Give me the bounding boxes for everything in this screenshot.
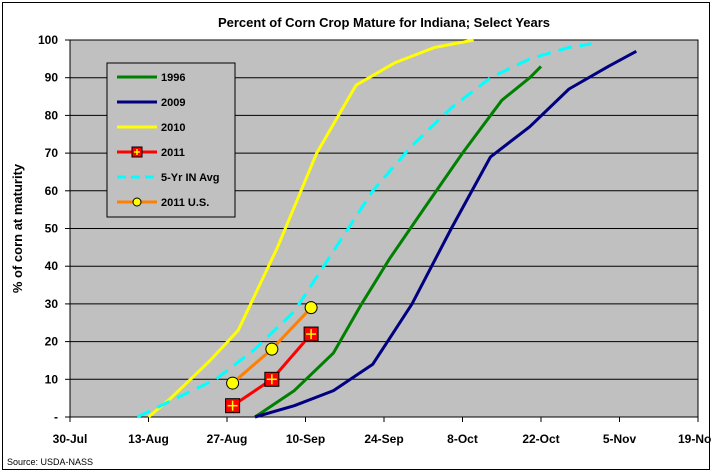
legend-item-2011-u-s: 2011 U.S. — [117, 197, 209, 209]
legend-label: 5-Yr IN Avg — [161, 172, 219, 184]
data-point-2011-u-s — [304, 301, 318, 315]
x-tick-label: 24-Sep — [364, 432, 403, 446]
data-point-2011 — [264, 371, 280, 387]
series-line-5-yr-in-avg — [136, 42, 592, 419]
y-tick-label: 20 — [45, 335, 59, 349]
data-point-2011 — [303, 326, 319, 342]
x-tick-label: 30-Jul — [53, 432, 88, 446]
y-tick-label: 90 — [45, 71, 59, 85]
x-tick-label: 5-Nov — [603, 432, 637, 446]
x-tick-label: 27-Aug — [207, 432, 248, 446]
x-tick-label: 8-Oct — [447, 432, 478, 446]
x-tick-label: 22-Oct — [522, 432, 559, 446]
legend-marker — [132, 197, 142, 207]
axes: - 10 20 30 40 50 60 70 80 90 100 30-Jul 13-Aug 27-Aug… — [38, 33, 711, 446]
y-tick-label: 40 — [45, 259, 59, 273]
legend: 1996 2009 2010 2011 5-Yr IN Avg 2011 U.S. — [106, 62, 236, 218]
legend-label: 2010 — [161, 122, 185, 134]
series-line-2009 — [254, 49, 638, 419]
series-line-1996 — [254, 65, 543, 419]
data-point-2011 — [225, 398, 241, 414]
y-tick-label: 30 — [45, 297, 59, 311]
legend-marker — [131, 146, 143, 158]
legend-item-2010: 2010 — [117, 122, 185, 134]
y-tick-label: 60 — [45, 184, 59, 198]
legend-item-2011: 2011 — [117, 146, 185, 159]
data-point-2011-u-s — [226, 376, 240, 390]
legend-box — [106, 62, 236, 218]
series-markers — [225, 301, 319, 414]
y-tick-label: 10 — [45, 372, 59, 386]
legend-item-5-yr-in-avg: 5-Yr IN Avg — [117, 172, 219, 184]
chart-svg: - 10 20 30 40 50 60 70 80 90 100 30-Jul 13-Aug 27-Aug… — [7, 15, 711, 467]
y-tick-label: 70 — [45, 146, 59, 160]
legend-label: 2009 — [161, 97, 185, 109]
y-tick-label: 50 — [45, 222, 59, 236]
legend-item-1996: 1996 — [117, 72, 185, 84]
y-tick-label: - — [54, 410, 58, 424]
y-axis-title: % of corn at maturity — [10, 163, 25, 293]
x-tick-label: 13-Aug — [128, 432, 169, 446]
source-note: Source: USDA-NASS — [7, 457, 93, 467]
x-tick-label: 19-Nov — [678, 432, 711, 446]
y-tick-label: 80 — [45, 108, 59, 122]
y-tick-label: 100 — [38, 33, 58, 47]
chart-title: Percent of Corn Crop Mature for Indiana;… — [218, 15, 550, 30]
series-line-2010 — [147, 38, 474, 419]
data-point-2011-u-s — [265, 342, 279, 356]
legend-label: 2011 — [161, 147, 185, 159]
legend-label: 2011 U.S. — [161, 197, 209, 209]
legend-label: 1996 — [161, 72, 185, 84]
x-tick-label: 10-Sep — [286, 432, 325, 446]
legend-item-2009: 2009 — [117, 97, 185, 109]
